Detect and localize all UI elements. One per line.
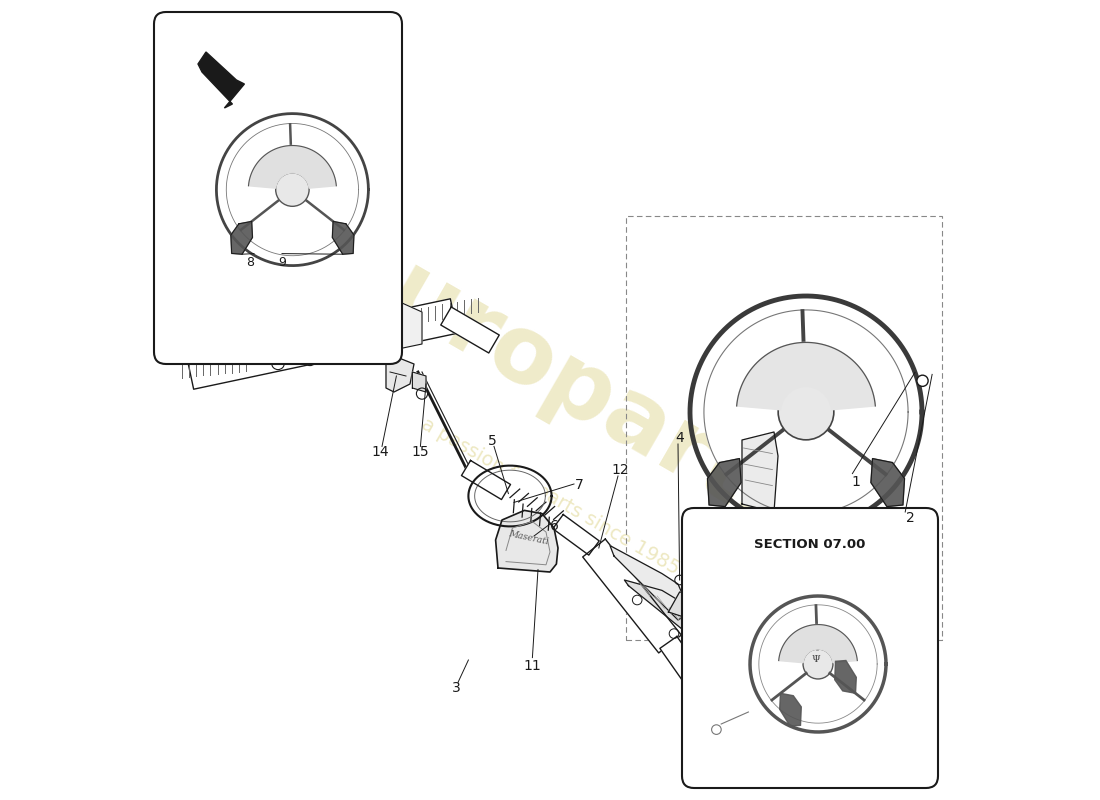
Text: 9: 9 — [278, 256, 286, 269]
Polygon shape — [583, 539, 681, 653]
Text: 1: 1 — [851, 474, 860, 489]
Polygon shape — [496, 510, 558, 572]
Polygon shape — [386, 356, 414, 392]
Polygon shape — [441, 307, 499, 353]
Polygon shape — [227, 123, 359, 256]
Polygon shape — [231, 222, 253, 254]
Polygon shape — [660, 637, 715, 702]
Text: SECTION 07.00: SECTION 07.00 — [755, 538, 866, 550]
Text: 15: 15 — [411, 445, 429, 459]
Text: 2: 2 — [906, 510, 915, 525]
Polygon shape — [474, 470, 546, 522]
Text: europarts: europarts — [317, 214, 815, 554]
Polygon shape — [779, 625, 857, 662]
Polygon shape — [334, 298, 422, 362]
Text: Maserati: Maserati — [507, 529, 549, 546]
Polygon shape — [742, 432, 778, 512]
Polygon shape — [759, 605, 877, 723]
Polygon shape — [871, 458, 904, 506]
Polygon shape — [249, 146, 337, 188]
Text: a passion for parts since 1985: a passion for parts since 1985 — [418, 414, 682, 578]
Polygon shape — [186, 298, 458, 390]
Polygon shape — [669, 592, 726, 626]
Text: 5: 5 — [488, 434, 497, 448]
Text: 14: 14 — [372, 445, 389, 459]
Polygon shape — [198, 52, 244, 108]
Text: 12: 12 — [612, 463, 629, 478]
Polygon shape — [332, 222, 354, 254]
Polygon shape — [625, 580, 698, 634]
Polygon shape — [182, 212, 294, 296]
Text: 7: 7 — [574, 478, 583, 492]
Polygon shape — [707, 458, 741, 506]
Text: 8: 8 — [246, 256, 254, 269]
FancyBboxPatch shape — [154, 12, 402, 364]
Circle shape — [276, 173, 309, 206]
Polygon shape — [737, 342, 876, 410]
FancyBboxPatch shape — [682, 508, 938, 788]
Text: 6: 6 — [550, 519, 559, 534]
Polygon shape — [835, 661, 856, 694]
Text: 3: 3 — [452, 681, 461, 695]
Polygon shape — [553, 514, 600, 555]
Polygon shape — [610, 546, 690, 620]
Polygon shape — [698, 692, 732, 734]
Text: 4: 4 — [675, 431, 684, 446]
Polygon shape — [412, 372, 426, 392]
Text: 11: 11 — [524, 658, 541, 673]
Circle shape — [917, 375, 928, 386]
Bar — [626, 216, 942, 640]
Circle shape — [803, 649, 833, 679]
Text: Ψ: Ψ — [811, 655, 819, 665]
Circle shape — [778, 384, 834, 440]
Polygon shape — [780, 694, 801, 726]
Polygon shape — [462, 461, 510, 499]
Polygon shape — [704, 310, 909, 514]
